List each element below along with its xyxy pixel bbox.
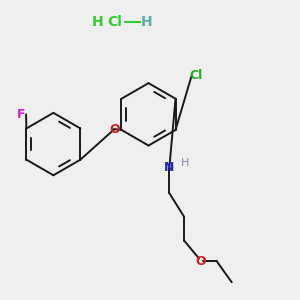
- Text: F: F: [17, 108, 26, 121]
- Text: N: N: [164, 161, 175, 174]
- Text: H: H: [92, 15, 104, 29]
- Text: O: O: [109, 123, 120, 136]
- Text: O: O: [195, 255, 206, 268]
- Text: H: H: [141, 15, 153, 29]
- Text: Cl: Cl: [107, 15, 122, 29]
- Text: Cl: Cl: [189, 69, 203, 82]
- Text: H: H: [181, 158, 189, 168]
